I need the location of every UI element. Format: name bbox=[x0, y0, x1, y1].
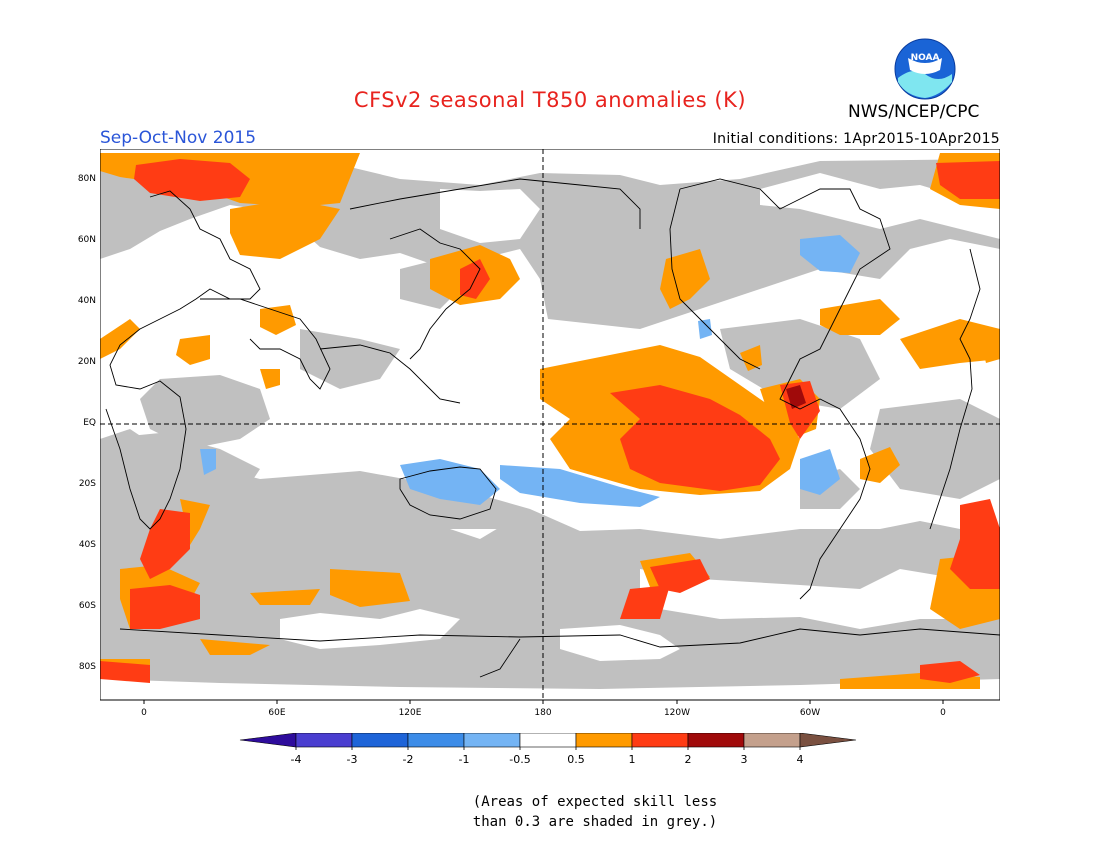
season-label: Sep-Oct-Nov 2015 bbox=[100, 128, 257, 148]
colorbar-swatch bbox=[519, 733, 577, 748]
lon-label: 120W bbox=[664, 708, 690, 718]
extreme-warm-anomaly-regions bbox=[786, 385, 806, 409]
lat-label-column: 80N 60N 40N 20N EQ 20S 40S 60S 80S bbox=[60, 149, 96, 700]
colorbar-tick-label: 4 bbox=[797, 753, 804, 766]
colorbar-tick-label: -3 bbox=[347, 753, 358, 766]
skill-footnote-line2: than 0.3 are shaded in grey.) bbox=[472, 814, 718, 830]
colorbar-tick-label: 0.5 bbox=[567, 753, 585, 766]
coastlines bbox=[105, 178, 1000, 678]
anomaly-map: 80N 60N 40N 20N EQ 20S 40S 60S 80S 0 60E… bbox=[100, 149, 1000, 718]
colorbar-swatch bbox=[575, 733, 633, 748]
colorbar-tick-label: 1 bbox=[629, 753, 636, 766]
lat-label-40n: 40N bbox=[77, 296, 96, 306]
chart-title: CFSv2 seasonal T850 anomalies (K) bbox=[353, 88, 747, 112]
cold-anomaly-regions bbox=[200, 235, 860, 507]
colorbar-tick-label: -0.5 bbox=[509, 753, 530, 766]
lat-label-20n: 20N bbox=[77, 357, 96, 367]
lon-label: 60E bbox=[268, 708, 285, 718]
colorbar-swatch bbox=[631, 733, 689, 748]
lon-labels: 0 60E 120E 180 120W 60W 0 bbox=[141, 708, 946, 718]
noaa-logo-text: NOAA bbox=[911, 53, 940, 63]
lon-label: 0 bbox=[940, 708, 946, 718]
skill-footnote-line1: (Areas of expected skill less bbox=[472, 794, 718, 810]
lat-label-60s: 60S bbox=[78, 601, 96, 611]
initial-conditions-label: Initial conditions: 1Apr2015-10Apr2015 bbox=[712, 131, 1000, 147]
lat-label-80s: 80S bbox=[78, 662, 96, 672]
lat-label-eq: EQ bbox=[83, 418, 96, 428]
lon-label: 120E bbox=[399, 708, 422, 718]
colorbar-labels: -4 -3 -2 -1 -0.5 0.5 1 2 3 4 bbox=[291, 747, 804, 766]
colorbar-swatch bbox=[351, 733, 409, 748]
colorbar-swatch bbox=[407, 733, 465, 748]
colorbar-swatch bbox=[239, 733, 297, 748]
lat-label-40s: 40S bbox=[78, 540, 96, 550]
colorbar-swatch bbox=[687, 733, 745, 748]
colorbar-swatches bbox=[239, 733, 857, 748]
colorbar-tick-label: -2 bbox=[403, 753, 414, 766]
colorbar-swatch bbox=[463, 733, 521, 748]
colorbar-tick-label: -4 bbox=[291, 753, 302, 766]
colorbar-swatch bbox=[799, 733, 857, 748]
colorbar: -4 -3 -2 -1 -0.5 0.5 1 2 3 4 bbox=[239, 733, 857, 766]
map-frame bbox=[100, 149, 1000, 701]
lon-label: 180 bbox=[534, 708, 551, 718]
lon-ticks bbox=[143, 700, 944, 704]
skill-footnote: (Areas of expected skill less than 0.3 a… bbox=[0, 792, 1100, 832]
colorbar-tick-label: 2 bbox=[685, 753, 692, 766]
lat-label-80n: 80N bbox=[77, 174, 96, 184]
colorbar-tick-label: 3 bbox=[741, 753, 748, 766]
colorbar-swatch bbox=[743, 733, 801, 748]
lon-label: 0 bbox=[141, 708, 147, 718]
lat-label-60n: 60N bbox=[77, 235, 96, 245]
colorbar-tick-label: -1 bbox=[459, 753, 470, 766]
lat-label-20s: 20S bbox=[78, 479, 96, 489]
agency-label: NWS/NCEP/CPC bbox=[848, 102, 980, 122]
colorbar-swatch bbox=[295, 733, 353, 748]
lon-label: 60W bbox=[800, 708, 820, 718]
noaa-logo: NOAA bbox=[894, 38, 956, 100]
